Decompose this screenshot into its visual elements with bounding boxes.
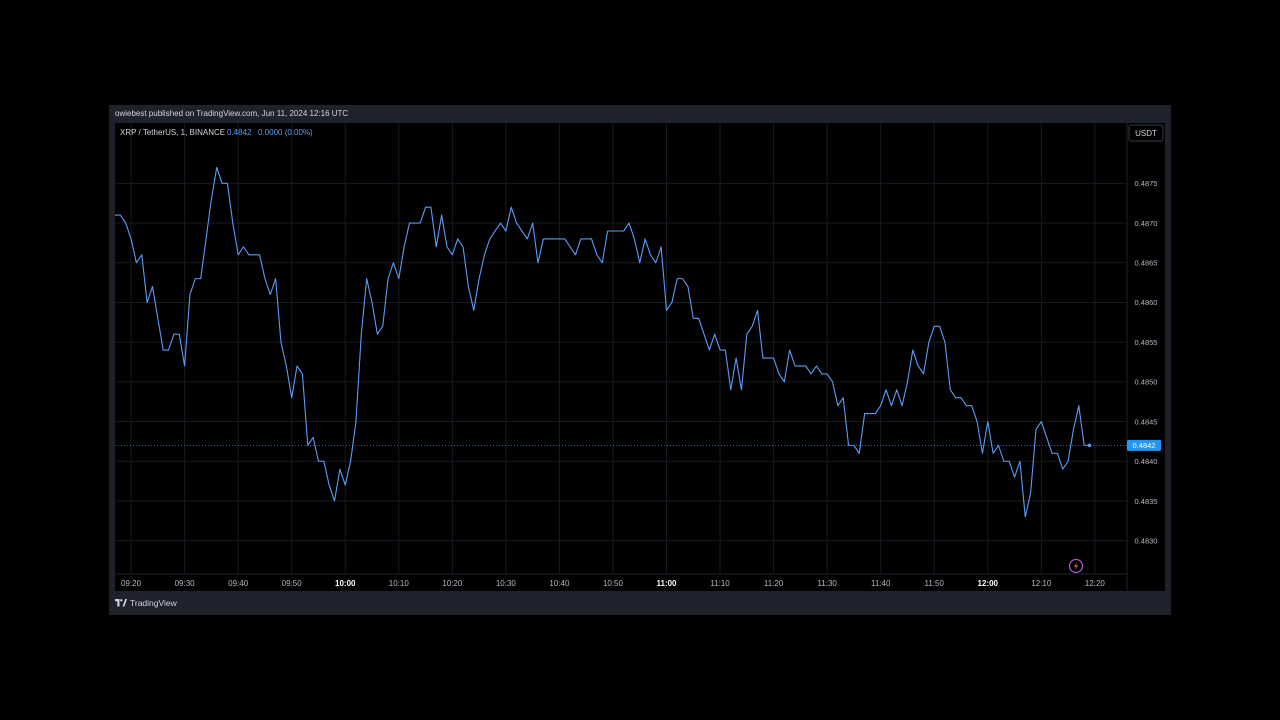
time-tick-label: 11:10 [710,579,730,588]
price-tick-label: 0.4875 [1135,179,1158,188]
price-tick-label: 0.4830 [1135,536,1158,545]
time-tick-label: 10:50 [603,579,624,588]
symbol-price: 0.4842 [227,128,252,137]
chart-frame: owiebest published on TradingView.com, J… [109,105,1171,615]
symbol-change: 0.0000 (0.00%) [258,128,313,137]
time-tick-label: 11:20 [764,579,784,588]
current-price-tag: 0.4842 [1127,439,1161,451]
time-tick-label: 11:50 [925,579,945,588]
time-tick-label: 12:10 [1031,579,1052,588]
time-tick-label: 11:00 [656,579,677,588]
price-tick-label: 0.4870 [1135,219,1158,228]
tradingview-logo-icon [115,599,127,607]
time-axis: 09:20 09:30 09:40 09:50 10:00 10:10 10:20 10:30… [121,579,1105,588]
time-tick-label: 12:20 [1085,579,1106,588]
time-tick-label: 09:20 [121,579,142,588]
lightning-icon[interactable] [1068,558,1084,574]
currency-button-label[interactable]: USDT [1135,129,1157,138]
price-tick-label: 0.4845 [1135,417,1158,426]
price-tick-label: 0.4860 [1135,298,1158,307]
tradingview-brand[interactable]: TradingView [115,598,177,608]
time-tick-label: 11:40 [871,579,891,588]
time-tick-label: 09:50 [282,579,303,588]
price-tick-label: 0.4865 [1135,259,1158,268]
published-note: owiebest published on TradingView.com, J… [115,109,349,118]
time-tick-label: 09:40 [228,579,249,588]
chart-pane[interactable]: 0.4830 0.4835 0.4840 0.4845 0.4850 0.4855 0.48… [115,123,1165,591]
price-tick-label: 0.4835 [1135,497,1158,506]
time-tick-label: 10:40 [549,579,570,588]
current-price-label: 0.4842 [1133,441,1156,450]
time-tick-label: 12:00 [978,579,999,588]
price-chart[interactable]: 0.4830 0.4835 0.4840 0.4845 0.4850 0.4855 0.48… [115,123,1165,591]
price-tick-label: 0.4855 [1135,338,1158,347]
symbol-name[interactable]: XRP / TetherUS, 1, BINANCE [120,128,225,137]
brand-name: TradingView [130,598,177,608]
price-tick-label: 0.4850 [1135,378,1158,387]
last-price-dot [1087,443,1092,448]
time-tick-label: 10:30 [496,579,517,588]
price-tick-label: 0.4840 [1135,457,1158,466]
grid-lines [115,123,1127,574]
time-tick-label: 10:20 [442,579,463,588]
time-tick-label: 09:30 [175,579,196,588]
price-axis: 0.4830 0.4835 0.4840 0.4845 0.4850 0.4855 0.48… [1135,179,1158,545]
time-tick-label: 11:30 [817,579,837,588]
time-tick-label: 10:00 [335,579,356,588]
currency-button[interactable]: USDT [1128,124,1164,142]
series-line-xrp [115,166,1090,518]
time-tick-label: 10:10 [389,579,410,588]
